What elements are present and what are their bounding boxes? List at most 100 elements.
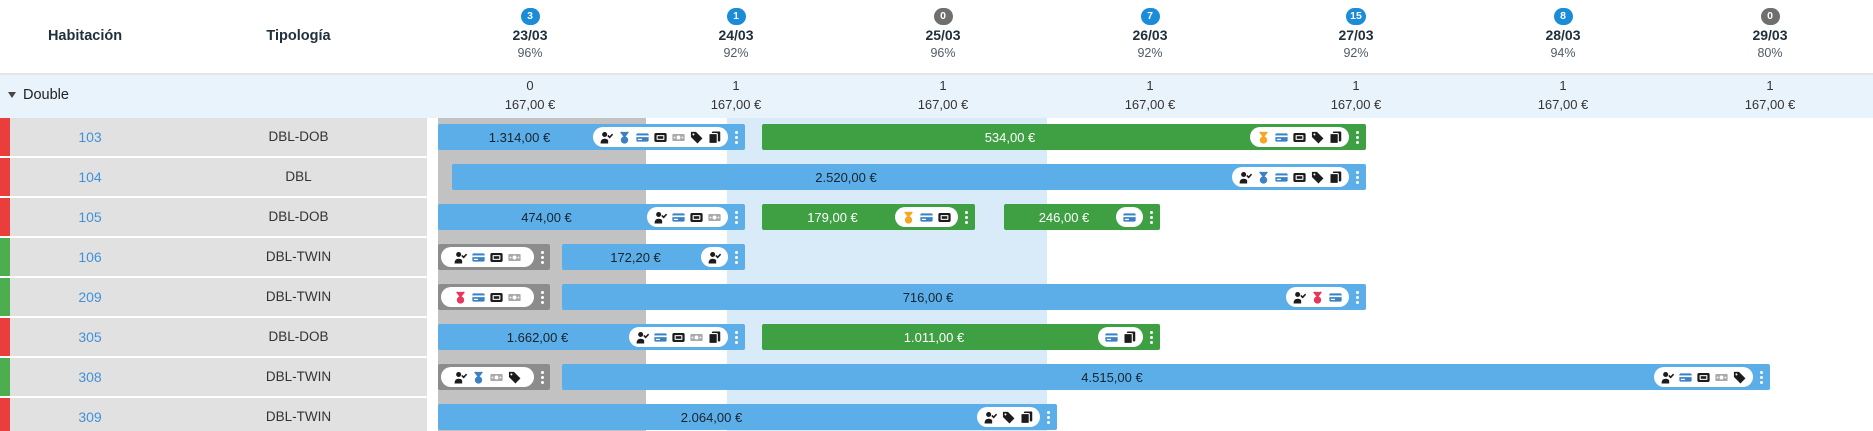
tag-icon[interactable] — [1002, 411, 1015, 424]
card-icon[interactable] — [472, 251, 485, 264]
cash-icon[interactable] — [1715, 371, 1728, 384]
cash-icon[interactable] — [690, 331, 703, 344]
card-icon[interactable] — [1275, 171, 1288, 184]
reservation-bar[interactable]: 1.011,00 € — [762, 324, 1160, 350]
reservation-bar[interactable]: 172,20 € — [562, 244, 745, 270]
room-number-link[interactable]: 103 — [78, 129, 102, 145]
copy-icon[interactable] — [708, 131, 721, 144]
reservation-bar[interactable]: 179,00 € — [762, 204, 975, 230]
terminal-icon[interactable] — [1697, 371, 1710, 384]
medal-icon[interactable] — [1257, 170, 1270, 184]
person-check-icon[interactable] — [636, 331, 649, 344]
availability-badge[interactable]: 7 — [1140, 8, 1160, 25]
availability-badge[interactable]: 8 — [1553, 8, 1573, 25]
bar-menu-icon[interactable] — [1356, 170, 1359, 184]
day-header-28-03[interactable]: 8 28/03 94% — [1460, 0, 1666, 73]
cash-icon[interactable] — [508, 291, 521, 304]
card-icon[interactable] — [472, 291, 485, 304]
tag-icon[interactable] — [1311, 171, 1324, 184]
person-check-icon[interactable] — [600, 131, 613, 144]
day-header-27-03[interactable]: 15 27/03 92% — [1253, 0, 1459, 73]
bar-menu-icon[interactable] — [1150, 330, 1153, 344]
reservation-bar[interactable] — [438, 284, 550, 310]
person-check-icon[interactable] — [1239, 171, 1252, 184]
bar-menu-icon[interactable] — [1047, 410, 1050, 424]
person-check-icon[interactable] — [984, 411, 997, 424]
group-toggle[interactable]: Double — [8, 87, 69, 103]
day-header-29-03[interactable]: 0 29/03 80% — [1667, 0, 1873, 73]
reservation-bar[interactable]: 1.314,00 € — [438, 124, 745, 150]
card-icon[interactable] — [1329, 291, 1342, 304]
reservation-bar[interactable]: 2.064,00 € — [438, 404, 1057, 430]
person-check-icon[interactable] — [454, 251, 467, 264]
room-number-link[interactable]: 308 — [78, 369, 102, 385]
card-icon[interactable] — [1105, 331, 1118, 344]
terminal-icon[interactable] — [672, 331, 685, 344]
card-icon[interactable] — [920, 211, 933, 224]
availability-badge[interactable]: 3 — [520, 8, 540, 25]
medal-icon[interactable] — [618, 130, 631, 144]
copy-icon[interactable] — [1329, 171, 1342, 184]
bar-menu-icon[interactable] — [541, 370, 544, 384]
bar-menu-icon[interactable] — [965, 210, 968, 224]
medal-icon[interactable] — [454, 290, 467, 304]
tag-icon[interactable] — [690, 131, 703, 144]
person-check-icon[interactable] — [708, 251, 721, 264]
bar-menu-icon[interactable] — [1356, 290, 1359, 304]
cash-icon[interactable] — [672, 131, 685, 144]
copy-icon[interactable] — [1123, 331, 1136, 344]
bar-menu-icon[interactable] — [1356, 130, 1359, 144]
bar-menu-icon[interactable] — [735, 330, 738, 344]
bar-menu-icon[interactable] — [1760, 370, 1763, 384]
copy-icon[interactable] — [1329, 131, 1342, 144]
room-number-link[interactable]: 106 — [78, 249, 102, 265]
terminal-icon[interactable] — [1293, 171, 1306, 184]
tag-icon[interactable] — [508, 371, 521, 384]
room-number-link[interactable]: 104 — [78, 169, 102, 185]
reservation-bar[interactable]: 4.515,00 € — [562, 364, 1770, 390]
medal-icon[interactable] — [1257, 130, 1270, 144]
day-header-24-03[interactable]: 1 24/03 92% — [633, 0, 839, 73]
cash-icon[interactable] — [490, 371, 503, 384]
reservation-bar[interactable]: 246,00 € — [1004, 204, 1160, 230]
day-header-26-03[interactable]: 7 26/03 92% — [1047, 0, 1253, 73]
person-check-icon[interactable] — [1293, 291, 1306, 304]
card-icon[interactable] — [672, 211, 685, 224]
card-icon[interactable] — [1123, 211, 1136, 224]
tag-icon[interactable] — [1311, 131, 1324, 144]
availability-badge[interactable]: 0 — [1760, 8, 1780, 25]
terminal-icon[interactable] — [938, 211, 951, 224]
card-icon[interactable] — [1275, 131, 1288, 144]
reservation-bar[interactable] — [438, 364, 550, 390]
reservation-bar[interactable]: 474,00 € — [438, 204, 745, 230]
card-icon[interactable] — [654, 331, 667, 344]
card-icon[interactable] — [636, 131, 649, 144]
bar-menu-icon[interactable] — [735, 250, 738, 264]
reservation-bar[interactable]: 534,00 € — [762, 124, 1366, 150]
reservation-bar[interactable]: 1.662,00 € — [438, 324, 745, 350]
cash-icon[interactable] — [508, 251, 521, 264]
person-check-icon[interactable] — [454, 371, 467, 384]
tag-icon[interactable] — [1733, 371, 1746, 384]
terminal-icon[interactable] — [1293, 131, 1306, 144]
bar-menu-icon[interactable] — [541, 290, 544, 304]
bar-menu-icon[interactable] — [1150, 210, 1153, 224]
terminal-icon[interactable] — [654, 131, 667, 144]
terminal-icon[interactable] — [490, 251, 503, 264]
bar-menu-icon[interactable] — [541, 250, 544, 264]
copy-icon[interactable] — [708, 331, 721, 344]
availability-badge[interactable]: 1 — [726, 8, 746, 25]
cash-icon[interactable] — [708, 211, 721, 224]
terminal-icon[interactable] — [690, 211, 703, 224]
day-header-23-03[interactable]: 3 23/03 96% — [427, 0, 633, 73]
card-icon[interactable] — [1679, 371, 1692, 384]
reservation-bar[interactable]: 716,00 € — [562, 284, 1366, 310]
room-number-link[interactable]: 209 — [78, 289, 102, 305]
medal-icon[interactable] — [902, 210, 915, 224]
person-check-icon[interactable] — [654, 211, 667, 224]
bar-menu-icon[interactable] — [735, 130, 738, 144]
room-number-link[interactable]: 309 — [78, 409, 102, 425]
reservation-bar[interactable] — [438, 244, 550, 270]
room-number-link[interactable]: 105 — [78, 209, 102, 225]
copy-icon[interactable] — [1020, 411, 1033, 424]
